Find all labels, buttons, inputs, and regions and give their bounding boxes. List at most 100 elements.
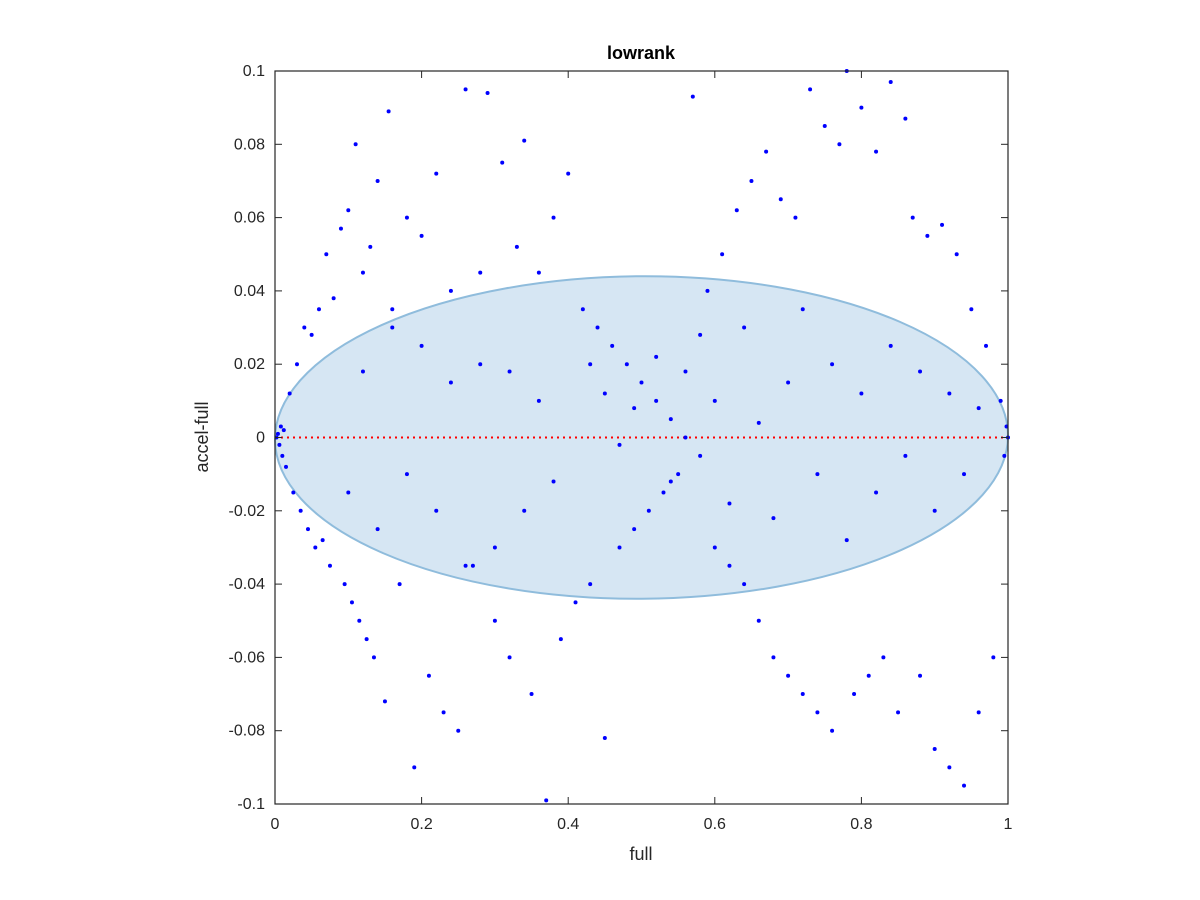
data-point	[932, 508, 937, 513]
data-point	[976, 710, 981, 715]
data-point	[925, 233, 930, 238]
data-point	[690, 94, 695, 99]
data-point	[815, 710, 820, 715]
data-point	[390, 325, 395, 330]
data-point	[947, 765, 952, 770]
data-point	[874, 490, 879, 495]
data-point	[349, 600, 354, 605]
data-point	[573, 600, 578, 605]
data-point	[331, 296, 336, 301]
data-point	[859, 105, 864, 110]
data-point	[316, 307, 321, 312]
data-point	[419, 343, 424, 348]
x-tick-label: 0.8	[850, 816, 872, 833]
data-point	[280, 453, 285, 458]
data-point	[448, 288, 453, 293]
data-point	[327, 563, 332, 568]
data-point	[278, 424, 283, 429]
data-point	[712, 398, 717, 403]
data-point	[360, 270, 365, 275]
data-point	[580, 307, 585, 312]
data-point	[976, 406, 981, 411]
data-point	[551, 479, 556, 484]
data-point	[698, 332, 703, 337]
data-point	[551, 215, 556, 220]
data-point	[756, 420, 761, 425]
data-point	[815, 472, 820, 477]
data-point	[364, 637, 369, 642]
data-point	[617, 545, 622, 550]
data-point	[507, 369, 512, 374]
data-point	[1002, 453, 1007, 458]
y-tick-label: 0.06	[234, 210, 265, 227]
data-point	[492, 618, 497, 623]
x-axis-ticks: 0 0.2 0.4 0.6 0.8 1	[271, 71, 1013, 833]
data-point	[324, 252, 329, 257]
data-point	[888, 343, 893, 348]
data-point	[463, 87, 468, 92]
data-point	[617, 442, 622, 447]
data-point	[668, 479, 673, 484]
data-point	[771, 516, 776, 521]
data-point	[386, 109, 391, 114]
data-point	[375, 527, 380, 532]
data-point	[661, 490, 666, 495]
data-point	[852, 692, 857, 697]
data-point	[507, 655, 512, 660]
data-point	[397, 582, 402, 587]
data-point	[830, 362, 835, 367]
data-point	[800, 692, 805, 697]
data-point	[830, 728, 835, 733]
x-tick-label: 0.6	[704, 816, 726, 833]
x-tick-label: 0.4	[557, 816, 579, 833]
data-point	[313, 545, 318, 550]
data-point	[404, 215, 409, 220]
data-point	[320, 538, 325, 543]
data-point	[448, 380, 453, 385]
y-tick-label: -0.02	[229, 503, 266, 520]
data-point	[522, 138, 527, 143]
data-point	[544, 798, 549, 803]
data-point	[808, 87, 813, 92]
data-point	[837, 142, 842, 147]
data-point	[844, 538, 849, 543]
data-point	[342, 582, 347, 587]
data-point	[404, 472, 409, 477]
y-axis-ticks: -0.1 -0.08 -0.06 -0.04 -0.02 0 0.02 0.04 0.06 0.0…	[229, 63, 1008, 813]
data-point	[793, 215, 798, 220]
x-tick-label: 0	[271, 816, 280, 833]
data-point	[588, 362, 593, 367]
data-point	[639, 380, 644, 385]
data-point	[434, 171, 439, 176]
data-point	[624, 362, 629, 367]
data-point	[566, 171, 571, 176]
data-point	[984, 343, 989, 348]
data-point	[698, 453, 703, 458]
data-point	[283, 464, 288, 469]
data-point	[676, 472, 681, 477]
y-tick-label: 0.08	[234, 136, 265, 153]
data-point	[305, 527, 310, 532]
data-point	[412, 765, 417, 770]
y-tick-label: -0.04	[229, 576, 266, 593]
data-point	[298, 508, 303, 513]
x-axis-label: full	[629, 844, 652, 864]
data-point	[346, 490, 351, 495]
data-point	[969, 307, 974, 312]
y-tick-label: -0.08	[229, 723, 266, 740]
data-point	[771, 655, 776, 660]
data-point	[727, 501, 732, 506]
data-point	[478, 362, 483, 367]
data-point	[309, 332, 314, 337]
data-point	[866, 673, 871, 678]
data-point	[281, 428, 286, 433]
data-point	[764, 149, 769, 154]
data-point	[932, 747, 937, 752]
data-point	[822, 123, 827, 128]
scatter-points	[274, 69, 1010, 803]
data-point	[602, 391, 607, 396]
data-point	[786, 380, 791, 385]
data-point	[778, 197, 783, 202]
data-point	[896, 710, 901, 715]
